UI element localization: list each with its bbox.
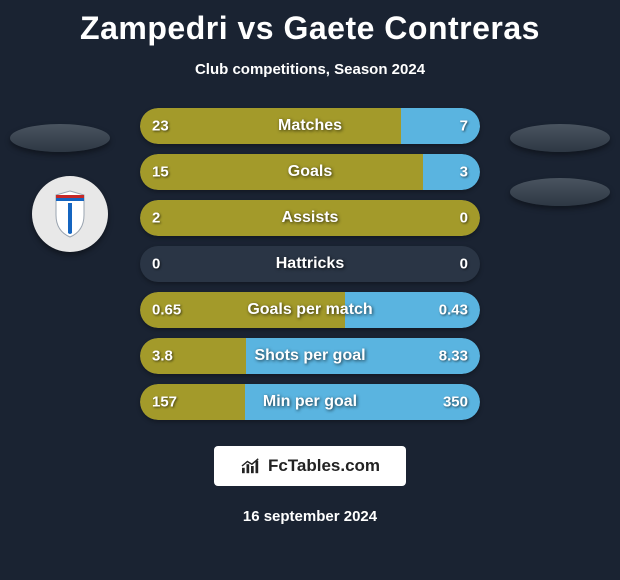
value-left: 15 — [152, 164, 169, 181]
stat-row: 157350Min per goal — [0, 384, 620, 420]
value-left: 23 — [152, 118, 169, 135]
bar-left — [140, 154, 423, 190]
stat-row: 20Assists — [0, 200, 620, 236]
watermark-text: FcTables.com — [268, 456, 380, 476]
bar-track — [140, 292, 480, 328]
value-left: 157 — [152, 394, 177, 411]
bar-left — [140, 200, 480, 236]
subtitle: Club competitions, Season 2024 — [195, 61, 425, 78]
value-right: 0 — [460, 210, 468, 227]
bar-track — [140, 154, 480, 190]
bar-track — [140, 246, 480, 282]
value-left: 2 — [152, 210, 160, 227]
page-title: Zampedri vs Gaete Contreras — [80, 10, 540, 47]
bar-track — [140, 108, 480, 144]
value-right: 0 — [460, 256, 468, 273]
bar-track — [140, 338, 480, 374]
stat-row: 237Matches — [0, 108, 620, 144]
value-left: 3.8 — [152, 348, 173, 365]
bar-left — [140, 108, 401, 144]
bar-right — [423, 154, 480, 190]
date-text: 16 september 2024 — [243, 508, 377, 525]
chart-icon — [240, 457, 262, 475]
stat-row: 0.650.43Goals per match — [0, 292, 620, 328]
bar-track — [140, 384, 480, 420]
bar-right — [401, 108, 480, 144]
bar-track — [140, 200, 480, 236]
value-right: 350 — [443, 394, 468, 411]
stat-row: 153Goals — [0, 154, 620, 190]
value-left: 0 — [152, 256, 160, 273]
value-right: 3 — [460, 164, 468, 181]
value-right: 0.43 — [439, 302, 468, 319]
stat-row: 3.88.33Shots per goal — [0, 338, 620, 374]
value-left: 0.65 — [152, 302, 181, 319]
stats-rows: 237Matches153Goals20Assists00Hattricks0.… — [0, 108, 620, 420]
watermark: FcTables.com — [214, 446, 406, 486]
stat-row: 00Hattricks — [0, 246, 620, 282]
value-right: 8.33 — [439, 348, 468, 365]
value-right: 7 — [460, 118, 468, 135]
